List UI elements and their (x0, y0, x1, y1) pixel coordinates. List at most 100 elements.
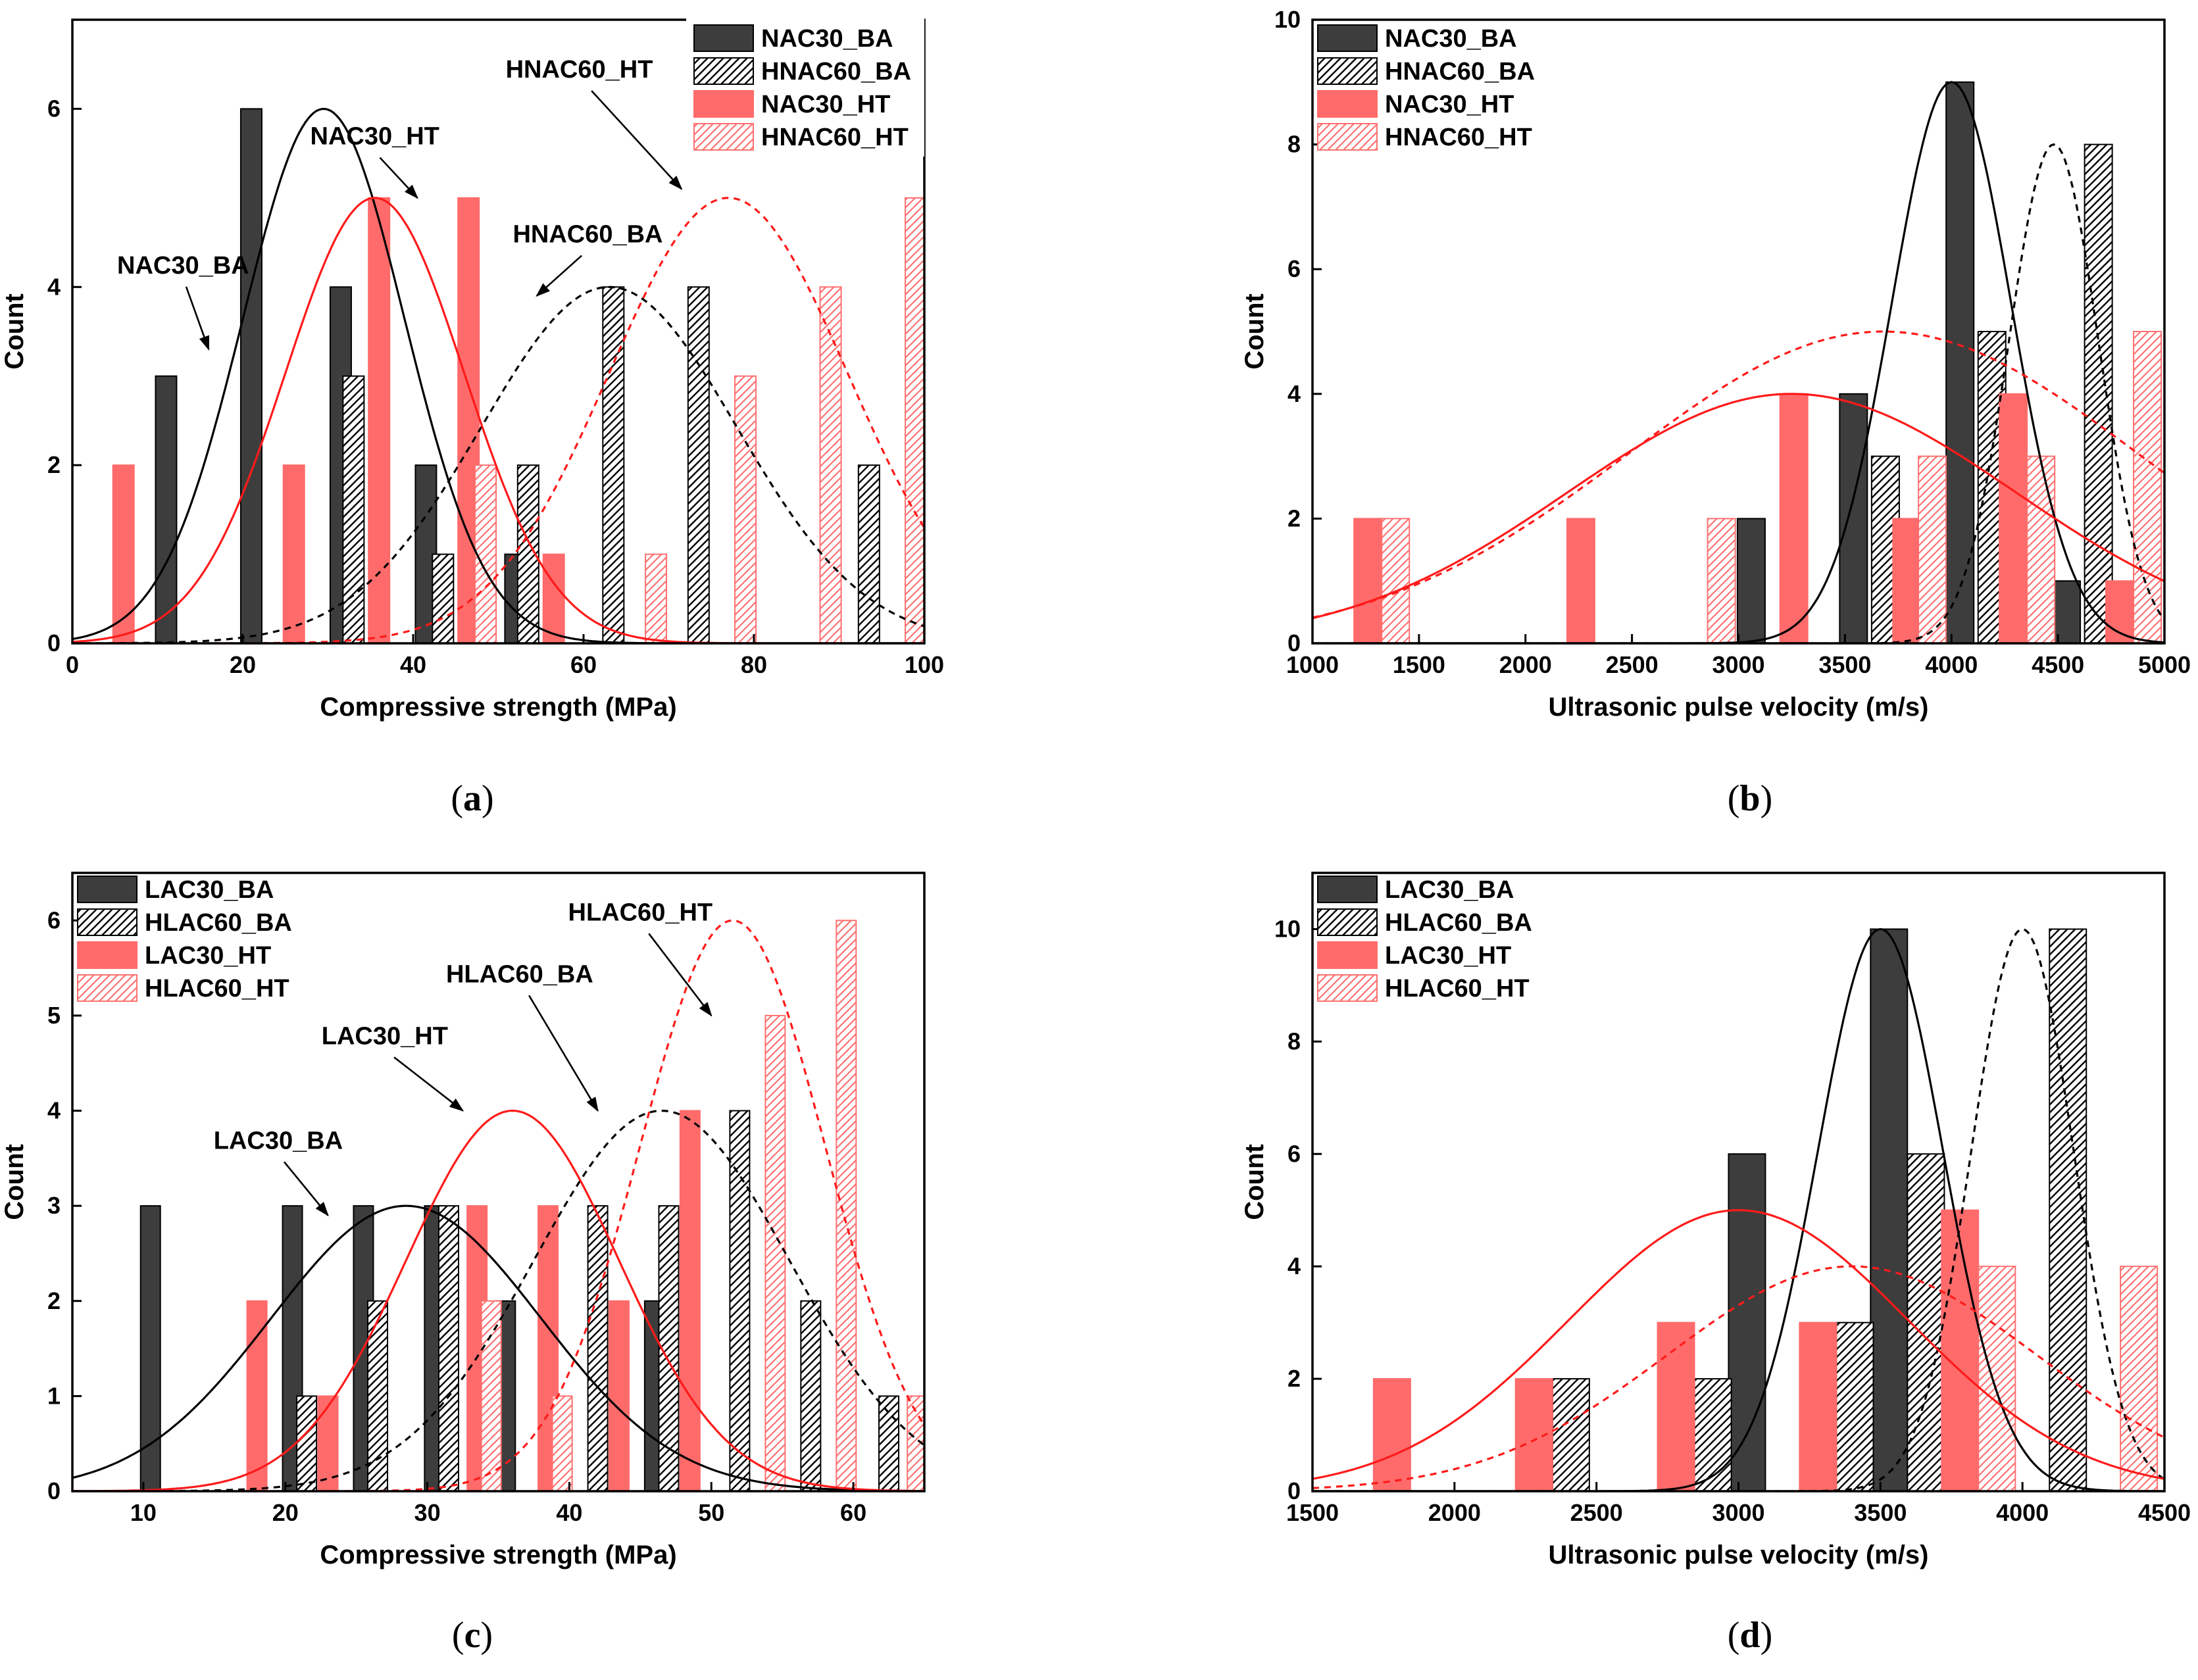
annotation-label: HLAC60_BA (446, 960, 593, 988)
bar-hnac60-ht (2026, 455, 2056, 643)
bar-hlac60-ht (1978, 1266, 2016, 1491)
fit-curve-lac30-ba (1312, 927, 2164, 1491)
annotation: NAC30_BA (117, 252, 249, 351)
bar-nac30-ht (282, 464, 305, 643)
bar-nac30-ht (1353, 518, 1383, 643)
x-tick-label: 60 (570, 651, 597, 678)
bar-nac30-ba (239, 108, 262, 643)
bar-hnac60-ht (1918, 455, 1947, 643)
chart-c-svg: 10 20 30 40 50 60 0 1 2 3 4 5 6 Compressive strength … (0, 872, 926, 1569)
x-tick-label: 1500 (1393, 651, 1445, 678)
x-axis-label: Compressive strength (MPa) (320, 693, 676, 722)
annotation-label: HLAC60_HT (568, 899, 713, 926)
bar-hlac60-ba (1907, 1153, 1945, 1491)
x-tick-label: 40 (400, 651, 426, 678)
fit-curves (1312, 927, 2164, 1491)
bar-nac30-ht (1779, 393, 1809, 643)
legend-swatch (693, 123, 754, 151)
x-tick-label: 4000 (1925, 651, 1978, 678)
bars-group (139, 920, 924, 1491)
bar-nac30-ba (1839, 393, 1868, 643)
y-tick-label: 6 (1287, 255, 1301, 282)
annotation: LAC30_BA (214, 1127, 343, 1217)
chart-panel-a: 0 20 40 60 80 100 0 2 4 6 Compressive strength (MP… (0, 0, 1099, 840)
x-tick-label: 1000 (1286, 651, 1339, 678)
panel-label-d: (d) (1727, 1615, 1773, 1656)
x-tick-label: 4000 (1996, 1499, 2049, 1526)
x-tick-label: 0 (66, 651, 79, 678)
bar-hnac60-ba (857, 464, 880, 643)
bar-lac30-ht (1372, 1378, 1411, 1491)
legend-swatch (1317, 123, 1378, 151)
legend-swatch (1317, 941, 1378, 969)
y-tick-label: 2 (47, 451, 61, 478)
chart-panel-d: 1500 2000 2500 3000 3500 4000 4500 0 2 4 6 8 10 Ultra… (1099, 840, 2198, 1680)
fit-curves (72, 919, 924, 1491)
legend-label: LAC30_HT (145, 942, 271, 970)
legend-label: NAC30_HT (761, 91, 890, 118)
bar-hnac60-ht (734, 375, 757, 643)
legend-label: HLAC60_BA (145, 909, 292, 937)
chart-d-svg: 1500 2000 2500 3000 3500 4000 4500 0 2 4 6 8 10 Ultra… (1240, 872, 2191, 1569)
annotation: HLAC60_BA (446, 960, 599, 1112)
bar-hlac60-ba (878, 1395, 900, 1491)
legend-swatch (693, 90, 754, 118)
bar-hlac60-ba (800, 1300, 822, 1491)
legend-label: LAC30_HT (1385, 942, 1511, 970)
legend-swatch (1317, 57, 1378, 85)
x-tick-label: 4500 (2138, 1499, 2191, 1526)
legend-label: HNAC60_BA (761, 58, 911, 86)
legend-swatch (77, 876, 137, 903)
fit-curve-hlac60-ht (1312, 1265, 2164, 1489)
bar-hlac60-ba (296, 1395, 318, 1491)
bar-hlac60-ht (836, 920, 857, 1491)
legend-label: HLAC60_HT (145, 975, 289, 1002)
x-tick-label: 20 (272, 1499, 299, 1526)
legend-swatch (77, 941, 137, 969)
x-axis-label: Ultrasonic pulse velocity (m/s) (1549, 1541, 1929, 1569)
y-tick-label: 6 (1287, 1140, 1301, 1167)
x-tick-label: 50 (698, 1499, 724, 1526)
y-tick-label: 8 (1287, 131, 1301, 158)
legend-label: HLAC60_HT (1385, 975, 1530, 1002)
x-tick-label: 2000 (1428, 1499, 1481, 1526)
y-tick-label: 2 (1287, 505, 1301, 531)
annotation-arrow (591, 90, 683, 190)
annotation-label: HNAC60_BA (512, 221, 662, 249)
bar-nac30-ht (1892, 518, 1922, 643)
bar-nac30-ht (1999, 393, 2028, 643)
legend-label: NAC30_BA (761, 25, 893, 53)
legend-label: NAC30_HT (1385, 91, 1514, 118)
bar-hnac60-ht (645, 553, 668, 643)
bar-nac30-ba (1945, 81, 1975, 643)
x-axis-label: Ultrasonic pulse velocity (m/s) (1549, 693, 1929, 722)
fit-curves (72, 108, 924, 643)
legend-swatch (1317, 908, 1378, 936)
bar-hnac60-ba (602, 286, 625, 643)
bar-hnac60-ht (819, 286, 842, 643)
x-tick-label: 1500 (1286, 1499, 1339, 1526)
legend: NAC30_BA HNAC60_BA NAC30_HT HNAC60_HT (1317, 24, 1535, 151)
bar-nac30-ht (112, 464, 135, 643)
bar-nac30-ba (2052, 580, 2082, 643)
y-tick-label: 5 (47, 1002, 61, 1029)
x-tick-label: 3000 (1712, 1499, 1764, 1526)
y-tick-label: 4 (47, 273, 61, 300)
bar-nac30-ht (368, 197, 391, 643)
annotation-arrow (536, 255, 583, 297)
bars-group (1353, 81, 2162, 643)
bar-nac30-ba (155, 375, 178, 643)
x-tick-label: 10 (130, 1499, 157, 1526)
legend-label: LAC30_BA (145, 876, 274, 904)
annotation-label: LAC30_HT (322, 1022, 448, 1050)
y-tick-label: 6 (47, 95, 61, 122)
fit-curve-hnac60-ba (72, 285, 924, 643)
annotation-arrow (648, 933, 712, 1017)
legend: LAC30_BA HLAC60_BA LAC30_HT HLAC60_HT (77, 876, 292, 1002)
fit-curve-lac30-ht (1312, 1209, 2164, 1480)
panel-label-a: (a) (451, 778, 494, 819)
fit-curve-nac30-ht (72, 197, 924, 643)
bar-hlac60-ba (587, 1205, 609, 1491)
annotation: NAC30_HT (311, 123, 439, 199)
fit-curve-lac30-ht (72, 1109, 924, 1491)
